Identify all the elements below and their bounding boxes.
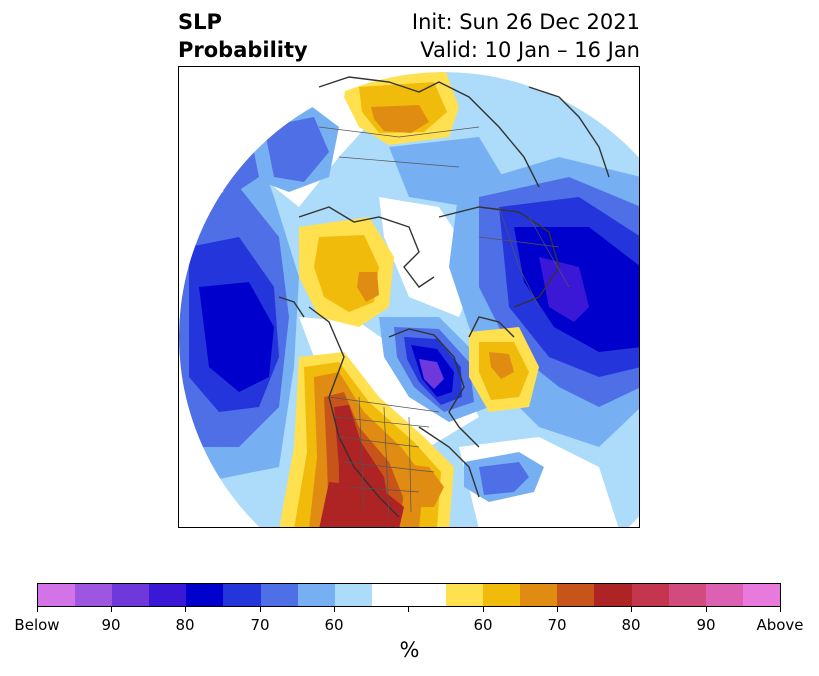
colorbar-label: 60 [473, 616, 493, 634]
colorbar-tick [111, 607, 112, 612]
colorbar-ticks [37, 607, 781, 613]
map-dates: Init: Sun 26 Dec 2021 Valid: 10 Jan – 16… [412, 8, 640, 64]
colorbar-label: 60 [324, 616, 344, 634]
colorbar-label: 90 [101, 616, 121, 634]
colorbar-swatch [705, 584, 743, 606]
colorbar-swatch [112, 584, 150, 606]
colorbar-tick [557, 607, 558, 612]
colorbar-unit: % [399, 638, 420, 662]
title-product: Probability [178, 38, 308, 62]
colorbar-swatch [38, 584, 76, 606]
colorbar-swatch [408, 584, 447, 606]
colorbar-swatch [149, 584, 187, 606]
disk-mask [179, 67, 639, 527]
colorbar-swatch [594, 584, 632, 606]
colorbar-swatch [520, 584, 558, 606]
colorbar-tick [706, 607, 707, 612]
colorbar-label: 80 [175, 616, 195, 634]
colorbar-labels: Below 90 80 70 60 60 70 80 90 Above [0, 616, 819, 636]
init-date: Init: Sun 26 Dec 2021 [411, 10, 640, 34]
probability-shading [179, 72, 639, 527]
colorbar-swatch [223, 584, 261, 606]
colorbar-label: 70 [547, 616, 567, 634]
colorbar-swatch [483, 584, 521, 606]
colorbar-label-above: Above [756, 616, 804, 634]
colorbar-tick [631, 607, 632, 612]
colorbar-swatch [631, 584, 669, 606]
colorbar-swatch [668, 584, 706, 606]
polar-map [178, 66, 640, 528]
colorbar-swatch [260, 584, 298, 606]
colorbar-label: 70 [250, 616, 270, 634]
colorbar-tick [483, 607, 484, 612]
colorbar-tick [260, 607, 261, 612]
colorbar-tick [185, 607, 186, 612]
title-variable: SLP [178, 10, 222, 34]
colorbar-tick [37, 607, 38, 612]
colorbar-swatch [75, 584, 113, 606]
colorbar-tick [408, 607, 409, 612]
colorbar-swatch [334, 584, 372, 606]
colorbar-tick [334, 607, 335, 612]
colorbar-swatch [557, 584, 595, 606]
colorbar-label: 80 [621, 616, 641, 634]
colorbar-swatch [742, 584, 780, 606]
map-title: SLP Probability [178, 8, 308, 64]
colorbar-tick [780, 607, 781, 612]
colorbar-label: 90 [696, 616, 716, 634]
colorbar-swatch [297, 584, 335, 606]
borders [318, 126, 570, 518]
colorbar-swatch [446, 584, 484, 606]
probability-map-svg [179, 67, 639, 527]
colorbar-swatch [371, 584, 409, 606]
valid-period: Valid: 10 Jan – 16 Jan [420, 38, 640, 62]
colorbar [37, 583, 781, 607]
colorbar-label-below: Below [14, 616, 60, 634]
colorbar-swatch [186, 584, 224, 606]
